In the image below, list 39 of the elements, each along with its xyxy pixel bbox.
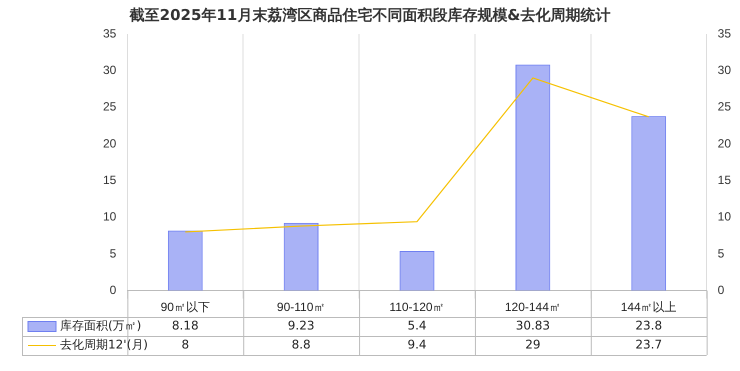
y-tick-label: 20 <box>102 136 117 150</box>
y-tick-label: 25 <box>102 100 117 114</box>
y2-tick-label: 5 <box>718 246 725 260</box>
bar <box>515 64 550 291</box>
legend-label: 去化周期12'(月) <box>60 338 148 352</box>
bar <box>631 116 666 291</box>
y2-tick-label: 15 <box>718 172 732 187</box>
bar <box>168 230 203 291</box>
legend-label: 库存面积(万㎡) <box>60 318 142 333</box>
y-tick-label: 30 <box>102 62 117 77</box>
data-label: 5.4 <box>407 318 427 333</box>
y-tick-label: 5 <box>110 246 117 260</box>
y-tick-label: 35 <box>102 26 117 40</box>
y-tick-label: 10 <box>102 210 117 224</box>
chart-title: 截至2025年11月末荔湾区商品住宅不同面积段库存规模&去化周期统计 <box>128 6 612 25</box>
y2-tick-label: 25 <box>718 100 732 114</box>
x-tick-label: 144㎡以上 <box>620 300 677 314</box>
x-tick-label: 90-110㎡ <box>276 300 326 314</box>
y-tick-label: 0 <box>110 282 117 297</box>
y2-tick-label: 35 <box>718 26 732 40</box>
y2-tick-label: 30 <box>718 62 732 77</box>
y-tick-label: 15 <box>102 172 117 187</box>
bar <box>284 222 319 291</box>
data-label: 8 <box>181 338 190 352</box>
data-label: 8.18 <box>172 318 199 333</box>
x-tick-label: 110-120㎡ <box>389 300 445 314</box>
data-label: 8.8 <box>292 338 311 352</box>
data-label: 30.83 <box>516 318 550 333</box>
y2-tick-label: 20 <box>718 136 732 150</box>
data-label: 23.8 <box>635 318 662 333</box>
x-tick-label: 120-144㎡ <box>504 300 561 314</box>
bar <box>400 251 434 291</box>
data-label: 9.4 <box>407 338 427 352</box>
y2-tick-label: 10 <box>718 210 732 224</box>
x-tick-label: 90㎡以下 <box>160 300 210 314</box>
data-label: 23.7 <box>635 338 662 352</box>
y2-tick-label: 0 <box>718 282 725 297</box>
data-label: 29 <box>525 338 540 352</box>
data-label: 9.23 <box>288 318 314 333</box>
